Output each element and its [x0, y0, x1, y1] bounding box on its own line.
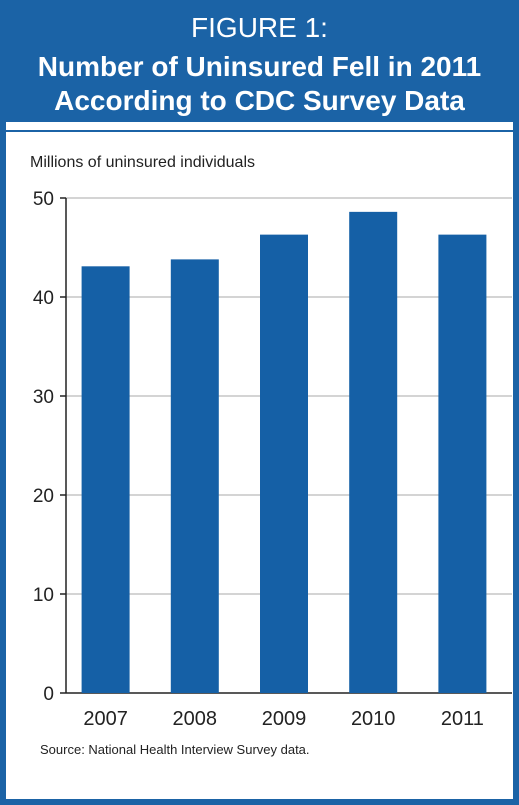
y-tick-label: 10 — [33, 585, 54, 606]
x-tick-label: 2011 — [441, 708, 484, 730]
bar — [349, 211, 398, 694]
figure-title-line-1: Number of Uninsured Fell in 2011 — [37, 51, 482, 82]
header-divider — [6, 130, 513, 132]
y-tick-label: 30 — [33, 387, 54, 408]
y-axis-label: Millions of uninsured individuals — [30, 154, 256, 171]
bar — [81, 266, 130, 693]
bar — [170, 259, 219, 693]
figure-header: FIGURE 1: Number of Uninsured Fell in 20… — [6, 6, 513, 122]
y-tick-label: 20 — [33, 486, 54, 507]
source-note: Source: National Health Interview Survey… — [40, 742, 310, 757]
x-tick-label: 2009 — [262, 708, 307, 730]
x-tick-label: 2007 — [83, 708, 128, 730]
y-tick-label: 40 — [33, 288, 54, 309]
x-tick-label: 2008 — [173, 708, 218, 730]
figure-title-line-2: According to CDC Survey Data — [54, 85, 465, 116]
figure-label: FIGURE 1: — [191, 12, 328, 43]
bar — [260, 234, 308, 693]
y-tick-label: 50 — [33, 189, 54, 210]
y-tick-label: 0 — [43, 684, 54, 705]
figure-title: Number of Uninsured Fell in 2011 Accordi… — [6, 50, 513, 118]
bar — [438, 234, 487, 693]
x-tick-label: 2010 — [351, 708, 396, 730]
